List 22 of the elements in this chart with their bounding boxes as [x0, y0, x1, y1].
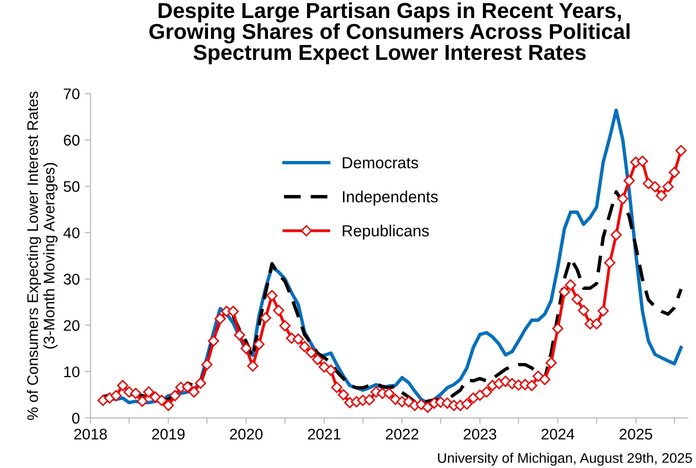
y-tick-label: 70 [64, 88, 80, 100]
x-tick-label: 2019 [152, 428, 185, 440]
legend-label: Republicans [342, 224, 429, 240]
x-tick-label: 2020 [230, 428, 263, 440]
x-tick-label: 2021 [308, 428, 340, 440]
x-tick-label: 2025 [620, 428, 652, 440]
y-tick-label: 60 [64, 134, 80, 146]
y-tick-label: 50 [64, 181, 80, 192]
legend-label: Democrats [342, 157, 418, 168]
chart-title: Despite Large Partisan Gaps in Recent Years, Growing Shares of Consumers Across Political Spectrum Expect Lower Interest Rates [149, 2, 630, 64]
y-tick-label: 40 [63, 227, 80, 238]
y-axis-title: % of Consumers Expecting Lower Interest Rates (3-Month Moving Averages) [26, 92, 58, 420]
y-tick-label: 20 [64, 320, 80, 331]
y-tick-label: 30 [64, 274, 80, 285]
text: University of Michigan, August 29th, 2025 [438, 452, 692, 466]
x-tick-label: 2023 [464, 428, 496, 440]
y-tick-label: 0 [72, 412, 80, 424]
y-tick-label: 10 [64, 366, 80, 378]
x-tick-label: 2022 [386, 428, 418, 440]
x-tick-label: 2018 [74, 428, 107, 440]
x-tick-label: 2024 [542, 428, 574, 440]
legend-label: Independents [342, 190, 438, 206]
